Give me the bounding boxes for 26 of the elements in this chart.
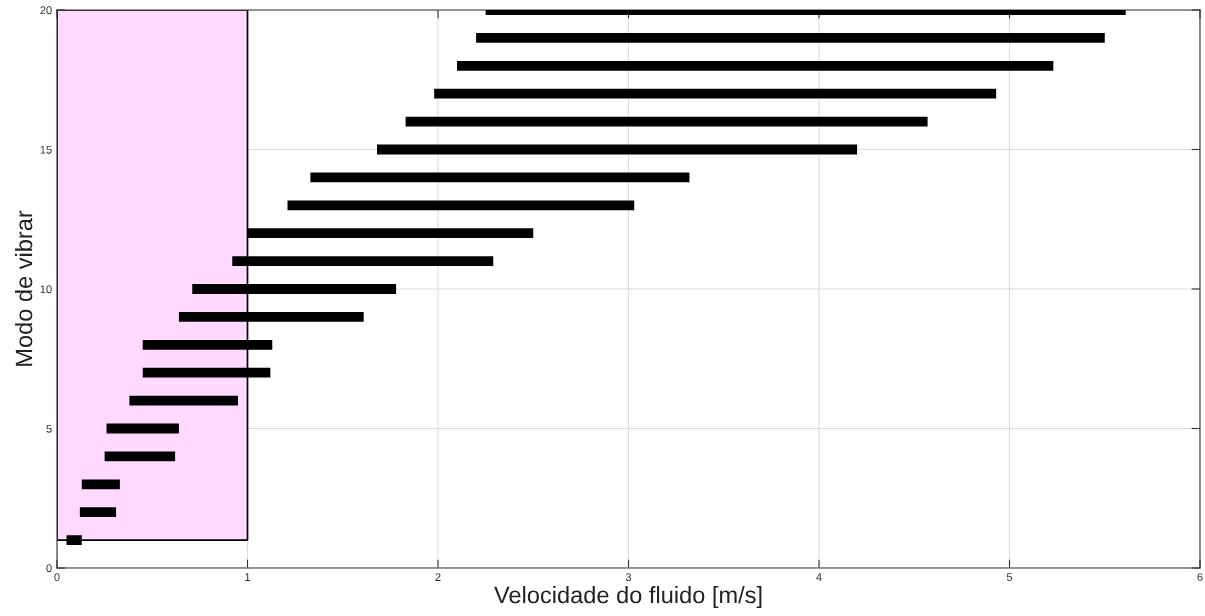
y-tick-label: 10 — [40, 285, 52, 294]
y-tick-label: 0 — [46, 564, 52, 573]
y-axis-title: Modo de vibrar — [14, 210, 33, 366]
bar — [476, 33, 1105, 43]
bar — [434, 88, 997, 99]
bar — [310, 172, 690, 183]
y-tick-label: 20 — [40, 6, 52, 15]
x-tick-label: 0 — [54, 573, 60, 582]
bar — [405, 116, 928, 127]
bar — [287, 200, 635, 211]
x-tick-label: 2 — [435, 573, 441, 581]
bar — [377, 144, 858, 155]
bar — [457, 60, 1054, 71]
bar — [106, 423, 179, 434]
bar — [81, 479, 120, 490]
y-tick-label: 15 — [40, 145, 52, 154]
y-tick-label: 5 — [46, 424, 52, 433]
x-tick-label: 1 — [245, 573, 251, 581]
x-tick-label: 4 — [816, 573, 822, 581]
bar — [104, 451, 176, 462]
x-tick-label: 3 — [625, 573, 632, 582]
x-tick-label: 6 — [1197, 573, 1203, 582]
bar — [79, 507, 117, 518]
x-tick-label: 5 — [1006, 573, 1013, 582]
x-axis-title: Velocidade do fluido [m/s] — [494, 586, 762, 609]
bar — [129, 395, 238, 406]
